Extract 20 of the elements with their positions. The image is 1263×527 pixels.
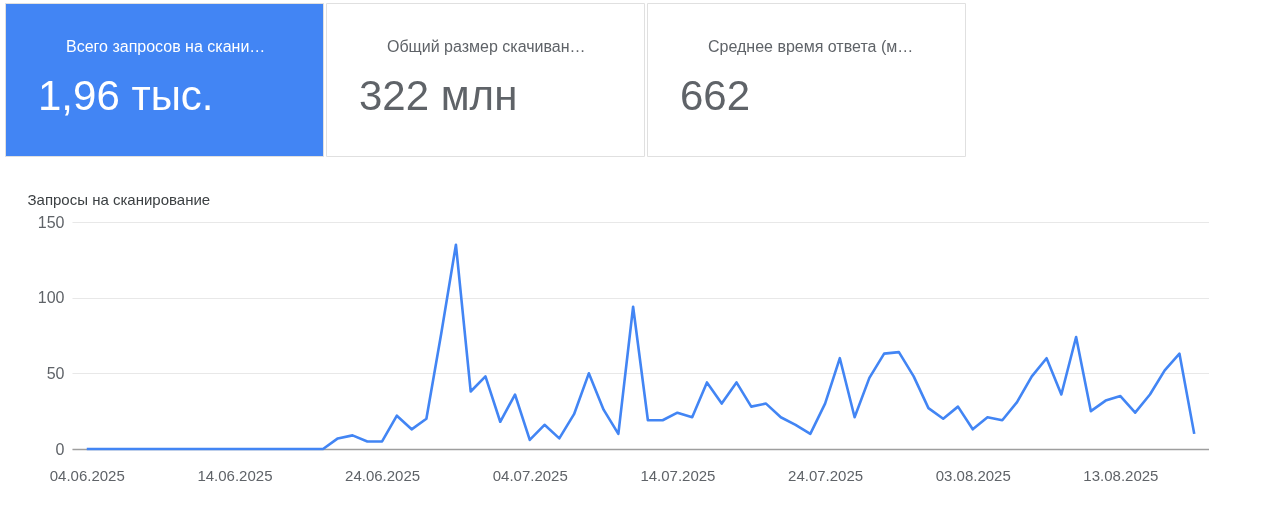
category-label: Общий размер скачиван… [387, 38, 586, 55]
x-tick-label: 04.07.2025 [492, 466, 568, 484]
x-tick-label: 13.08.2025 [1083, 466, 1159, 484]
category-label: Всего запросов на скани… [66, 38, 266, 55]
line-series [85, 243, 1196, 451]
x-tick-label: 03.08.2025 [935, 466, 1011, 484]
x-tick-label: 14.06.2025 [197, 466, 273, 484]
x-tick-label: 04.06.2025 [49, 466, 125, 484]
x-tick-label: 24.07.2025 [788, 466, 864, 484]
y-tick-label: 150 [37, 213, 65, 231]
text: 322 млн [359, 72, 518, 119]
text: 1,96 тыс. [38, 72, 214, 119]
y-tick-label: 100 [37, 289, 65, 307]
x-tick-label: 24.06.2025 [345, 466, 421, 484]
y-axis-title: Запросы на сканирование [27, 190, 211, 208]
text: 662 [680, 72, 751, 119]
y-tick-label: 0 [55, 440, 65, 458]
x-tick-label: 14.07.2025 [640, 466, 716, 484]
y-tick-label: 50 [46, 364, 65, 382]
category-label: Среднее время ответа (м… [708, 38, 914, 55]
